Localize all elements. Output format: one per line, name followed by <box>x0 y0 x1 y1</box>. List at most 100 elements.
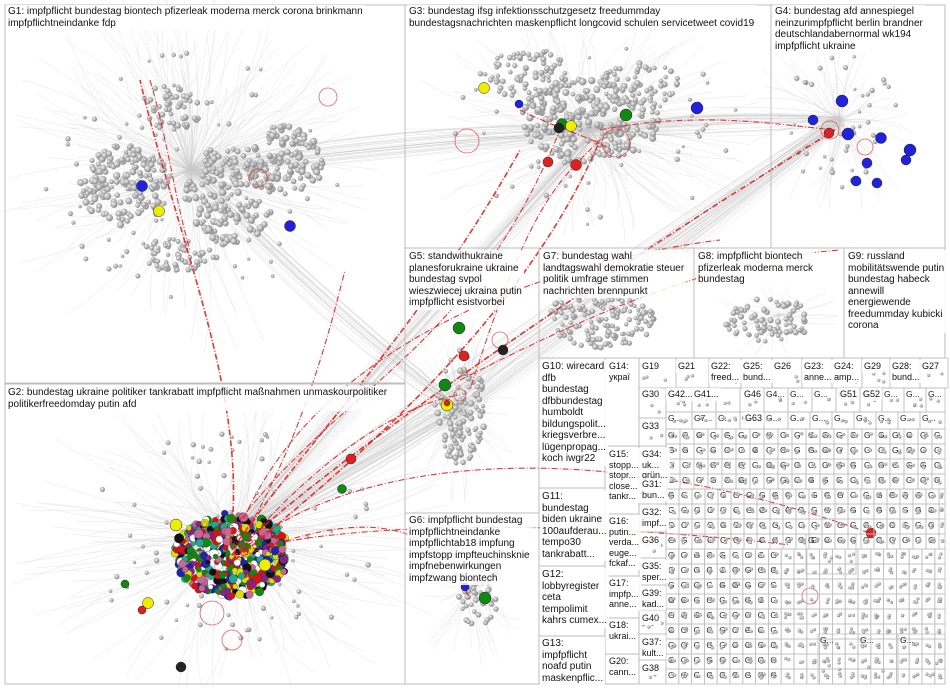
node <box>632 74 638 80</box>
grid-node <box>771 447 776 452</box>
node <box>117 199 124 206</box>
node <box>480 423 487 431</box>
core-node <box>220 589 227 597</box>
grid-node <box>828 539 833 543</box>
node <box>296 133 301 138</box>
node <box>558 140 565 147</box>
grid-node <box>824 509 829 514</box>
grid-node <box>720 631 724 635</box>
node <box>145 199 152 205</box>
grid-node <box>770 584 775 588</box>
edge <box>837 119 852 166</box>
node <box>584 137 592 144</box>
node <box>539 100 544 106</box>
grid-node <box>813 465 817 469</box>
node <box>201 444 205 449</box>
edge <box>226 404 457 535</box>
node <box>605 71 609 75</box>
grid-node <box>895 375 900 379</box>
edge <box>16 115 191 171</box>
grid-cell <box>870 563 884 580</box>
node <box>456 429 464 437</box>
node <box>194 259 200 265</box>
node <box>319 544 323 549</box>
node <box>161 200 167 207</box>
grid-node <box>761 522 766 526</box>
node <box>237 180 245 188</box>
grid-node <box>900 552 905 556</box>
grid-node <box>852 600 856 605</box>
grid-node <box>775 570 779 575</box>
highlight-node <box>807 114 819 126</box>
core-node <box>218 571 227 579</box>
edge <box>194 172 466 413</box>
node <box>222 240 228 247</box>
node <box>190 456 195 460</box>
grid-node <box>759 567 763 571</box>
node <box>165 94 170 99</box>
grid-node <box>730 435 734 440</box>
node <box>105 150 113 157</box>
node <box>291 548 296 553</box>
grid-node <box>877 491 881 496</box>
node <box>79 243 85 249</box>
grid-node <box>699 416 703 420</box>
grid-node <box>736 612 740 617</box>
node <box>508 69 513 75</box>
grid-node <box>733 418 738 422</box>
grid-node <box>720 568 724 572</box>
grid-node <box>872 372 876 376</box>
grid-node <box>796 600 801 605</box>
grid-node <box>727 449 731 453</box>
node <box>171 237 176 242</box>
grid-node <box>746 599 750 603</box>
core-node <box>186 553 194 560</box>
node <box>615 120 623 127</box>
grid-node <box>928 508 932 512</box>
node <box>116 215 122 221</box>
grid-node <box>920 525 924 529</box>
node <box>73 161 80 167</box>
self-loop <box>199 600 225 626</box>
node <box>83 256 89 262</box>
grid-node <box>684 495 688 499</box>
node <box>218 197 226 205</box>
edge <box>768 286 781 316</box>
node <box>218 218 225 224</box>
grid-node <box>931 537 936 541</box>
node <box>316 174 323 182</box>
node <box>463 603 469 609</box>
node <box>254 230 261 238</box>
grid-node <box>738 538 742 542</box>
node <box>159 635 164 640</box>
grid-node <box>749 553 753 557</box>
node <box>469 602 474 608</box>
node <box>147 96 154 103</box>
highlight-node <box>553 122 565 134</box>
grid-node <box>898 449 902 453</box>
node <box>202 158 209 165</box>
edge <box>150 110 191 171</box>
grid-node <box>797 629 802 633</box>
grid-node <box>889 510 894 514</box>
node <box>840 185 845 190</box>
grid-node <box>669 598 673 603</box>
grid-node <box>770 432 774 437</box>
node <box>734 329 740 335</box>
node <box>465 427 471 433</box>
edge <box>228 405 459 537</box>
node <box>272 130 278 135</box>
node <box>681 144 685 149</box>
grid-node <box>866 510 870 514</box>
highlight-node <box>875 132 887 144</box>
node <box>853 87 857 92</box>
node <box>135 202 141 208</box>
edge <box>170 46 191 171</box>
edge <box>193 124 594 165</box>
grid-node <box>671 567 676 572</box>
grid-node <box>707 524 711 528</box>
node <box>474 384 481 390</box>
node <box>456 419 464 427</box>
grid-node <box>854 478 858 483</box>
node <box>613 66 619 72</box>
